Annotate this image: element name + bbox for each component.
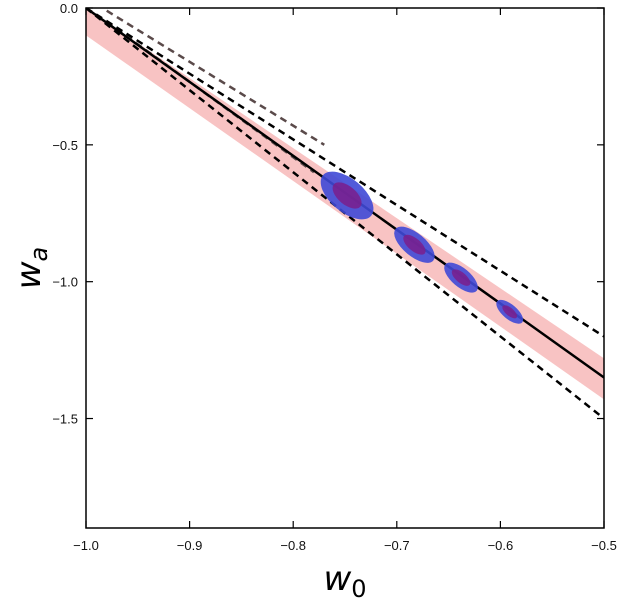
constraint-ellipse (394, 226, 435, 263)
constraint-ellipse (496, 299, 524, 324)
dashed-bound-line (86, 8, 604, 338)
ellipse-inner-contour (451, 269, 471, 286)
constraint-ellipse (320, 171, 374, 220)
y-axis-label-base: w (9, 261, 49, 289)
inner-dashed-line (106, 9, 325, 146)
x-axis-label-subscript: 0 (351, 575, 366, 602)
x-tick-label: −0.5 (591, 538, 617, 553)
x-axis-label-base: w (323, 559, 351, 599)
y-axis-ticks: 0.0 −0.5 −1.0 −1.5 (52, 1, 604, 427)
x-axis-label: w0 (323, 559, 366, 602)
ellipse-inner-contour (403, 234, 426, 255)
x-axis-ticks: −1.0 −0.9 −0.8 −0.7 −0.6 −0.5 (73, 8, 617, 553)
y-axis-label: wa (9, 247, 53, 290)
x-tick-label: −0.6 (488, 538, 514, 553)
x-tick-label: −0.8 (280, 538, 306, 553)
x-tick-label: −1.0 (73, 538, 99, 553)
ellipse-inner-contour (332, 182, 362, 209)
ellipse-inner-contour (502, 305, 518, 319)
plot-frame (85, 7, 605, 529)
y-tick-label: 0.0 (60, 1, 78, 16)
y-tick-label: −1.5 (52, 412, 78, 427)
y-axis-label-subscript: a (25, 247, 53, 262)
constraint-ellipse (444, 262, 478, 293)
x-tick-label: −0.9 (177, 538, 203, 553)
y-tick-label: −1.0 (52, 275, 78, 290)
plot-content (86, 8, 604, 420)
y-tick-label: −0.5 (52, 138, 78, 153)
x-tick-label: −0.7 (384, 538, 410, 553)
